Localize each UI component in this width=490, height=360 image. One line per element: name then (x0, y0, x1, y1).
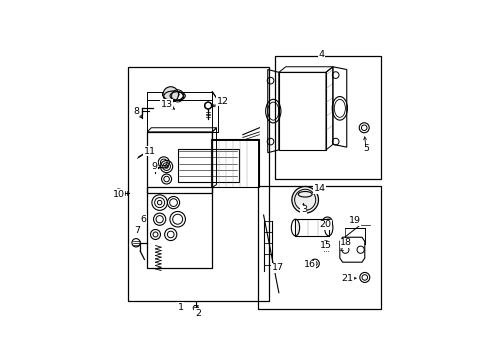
Text: 11: 11 (144, 147, 156, 156)
Text: 7: 7 (134, 226, 141, 235)
Text: 1: 1 (177, 303, 183, 312)
Circle shape (163, 87, 178, 102)
Text: 19: 19 (348, 216, 361, 225)
Bar (279, 72, 326, 150)
Text: 8: 8 (133, 107, 139, 116)
Text: 17: 17 (272, 263, 284, 272)
Text: 6: 6 (141, 215, 147, 224)
Text: 4: 4 (319, 50, 325, 59)
Bar (258, 186, 381, 309)
Text: 2: 2 (195, 309, 201, 318)
Text: 5: 5 (363, 144, 369, 153)
Bar (211, 139, 259, 187)
Bar (178, 149, 239, 182)
Text: 10: 10 (113, 190, 124, 199)
Bar (147, 187, 212, 268)
Text: 21: 21 (342, 274, 353, 283)
Text: 13: 13 (161, 100, 173, 109)
Bar (295, 219, 329, 236)
Text: 16: 16 (304, 260, 316, 269)
Bar (128, 67, 269, 301)
Text: 20: 20 (319, 220, 331, 229)
Circle shape (292, 186, 318, 213)
Circle shape (165, 165, 168, 168)
Text: 3: 3 (301, 205, 307, 214)
Text: 15: 15 (320, 241, 332, 250)
Text: 9: 9 (151, 162, 157, 171)
Text: 12: 12 (217, 97, 229, 106)
Bar (275, 56, 381, 179)
Text: 18: 18 (340, 238, 352, 247)
Bar (147, 132, 212, 193)
Text: 14: 14 (314, 184, 326, 193)
